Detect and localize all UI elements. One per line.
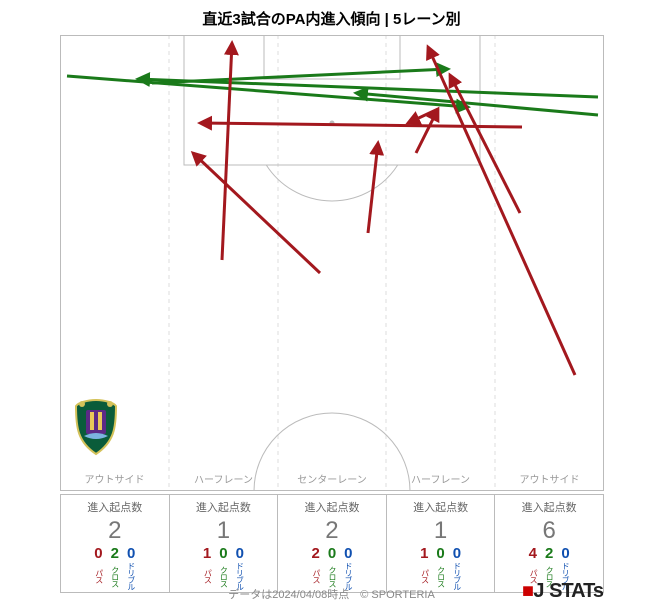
stat-label: 進入起点数	[61, 499, 169, 515]
lane-stat-col: 進入起点数2020パスクロスドリブル	[60, 494, 170, 593]
lane-stat-col: 進入起点数2200パスクロスドリブル	[277, 494, 387, 593]
svg-text:ハーフレーン: ハーフレーン	[194, 475, 253, 486]
stat-cross: 0	[328, 546, 336, 561]
svg-text:ハーフレーン: ハーフレーン	[411, 475, 470, 486]
stat-cross: 2	[111, 546, 119, 561]
stat-cross: 0	[219, 546, 227, 561]
stat-label: 進入起点数	[495, 499, 603, 515]
lane-stat-col: 進入起点数1100パスクロスドリブル	[386, 494, 496, 593]
svg-text:アウトサイド: アウトサイド	[85, 474, 145, 486]
crest-svg	[72, 398, 120, 456]
stat-dribble: 0	[236, 546, 244, 561]
stat-sub: 020	[61, 546, 169, 561]
stat-pass: 0	[94, 546, 102, 561]
chart-title: 直近3試合のPA内進入傾向 | 5レーン別	[0, 0, 663, 29]
stat-pass: 2	[311, 546, 319, 561]
stat-pass: 1	[203, 546, 211, 561]
stat-total: 1	[387, 515, 495, 546]
stat-total: 2	[61, 515, 169, 546]
stat-sub: 100	[387, 546, 495, 561]
stat-sub: 100	[170, 546, 278, 561]
stat-label: 進入起点数	[278, 499, 386, 515]
stat-sub: 420	[495, 546, 603, 561]
lane-stats-row: 進入起点数2020パスクロスドリブル進入起点数1100パスクロスドリブル進入起点…	[60, 494, 604, 593]
stat-cross: 0	[436, 546, 444, 561]
svg-text:アウトサイド: アウトサイド	[520, 474, 580, 486]
lane-stat-col: 進入起点数6420パスクロスドリブル	[494, 494, 604, 593]
logo-j: J	[533, 580, 544, 602]
jstats-logo: ■J STATs	[522, 580, 603, 603]
svg-text:センターレーン: センターレーン	[297, 474, 367, 486]
stat-cross: 2	[545, 546, 553, 561]
pitch-svg: アウトサイド ハーフレーン センターレーン ハーフレーン アウトサイド	[60, 35, 604, 491]
stat-dribble: 0	[127, 546, 135, 561]
stat-pass: 1	[420, 546, 428, 561]
stat-sub: 200	[278, 546, 386, 561]
stat-dribble: 0	[561, 546, 569, 561]
stat-dribble: 0	[453, 546, 461, 561]
stat-label: 進入起点数	[387, 499, 495, 515]
logo-bar-icon: ■	[522, 580, 534, 602]
logo-rest: STATs	[549, 580, 603, 602]
stat-dribble: 0	[344, 546, 352, 561]
stat-pass: 4	[529, 546, 537, 561]
pitch-container: アウトサイド ハーフレーン センターレーン ハーフレーン アウトサイド	[60, 35, 604, 491]
stat-total: 2	[278, 515, 386, 546]
lane-stat-col: 進入起点数1100パスクロスドリブル	[169, 494, 279, 593]
stat-total: 6	[495, 515, 603, 546]
stat-label: 進入起点数	[170, 499, 278, 515]
team-crest	[72, 398, 120, 456]
stat-total: 1	[170, 515, 278, 546]
